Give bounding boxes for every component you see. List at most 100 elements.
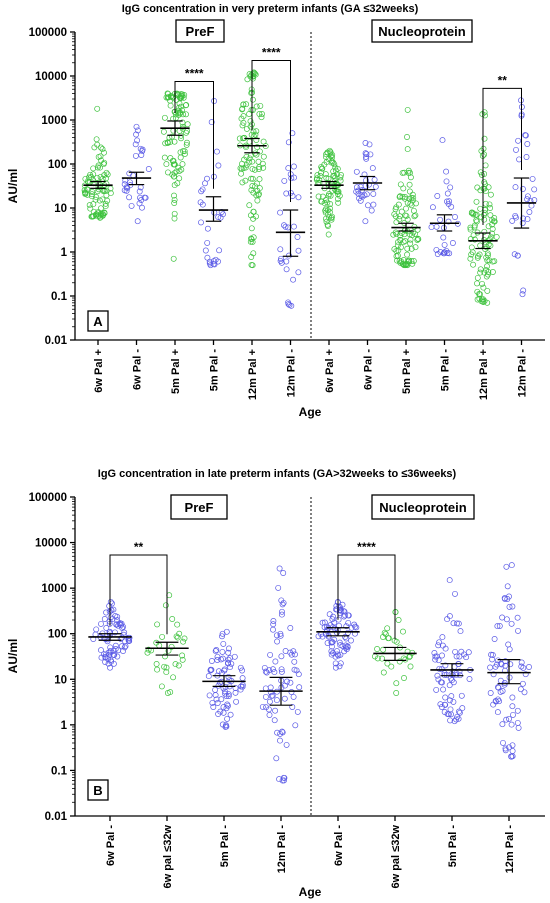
data-point [277,737,283,744]
data-point [256,148,263,155]
data-point [401,169,408,176]
data-point [439,634,446,641]
data-point [126,194,133,201]
panel-a-pref-box [175,19,225,43]
data-point [107,614,114,621]
data-point [103,625,110,631]
data-point [294,708,301,715]
data-point [221,666,228,673]
data-point [232,689,239,696]
data-point [250,250,257,257]
data-point [343,635,350,642]
data-point [266,712,273,718]
data-point [380,646,387,653]
data-point [102,203,109,210]
data-point [93,626,100,633]
data-point [239,675,246,682]
significance-bracket [251,60,291,203]
data-point [502,747,509,754]
data-point [335,199,342,206]
data-point [405,169,412,176]
data-point [291,658,298,665]
data-point [436,665,443,672]
data-point [219,633,225,640]
data-point [213,148,220,155]
data-point [526,664,532,670]
data-point [248,187,255,194]
data-point [295,247,302,254]
data-point [482,112,488,119]
data-point [410,229,417,236]
data-point [274,638,281,645]
panel-b-group-pref: PreF [185,500,214,515]
significance-label: ** [134,540,144,554]
data-point [415,235,421,242]
data-point [410,207,417,214]
data-point [167,689,174,696]
data-point [384,625,391,632]
data-point [319,619,326,626]
data-point [94,174,101,181]
data-point [153,661,160,667]
data-point [484,257,491,264]
data-point [503,716,510,723]
data-point [256,164,263,171]
data-point [410,194,417,201]
data-point [170,173,177,180]
data-point [407,200,414,207]
data-point [290,648,297,655]
data-point [337,660,344,667]
data-point [471,236,478,243]
data-point [509,742,516,749]
data-point [287,679,294,686]
data-point [411,213,418,220]
data-point [409,191,416,198]
data-point [400,628,406,635]
data-point [114,613,121,620]
data-point [505,641,512,648]
data-point [233,698,240,705]
data-point [337,651,344,658]
data-point [122,643,129,650]
data-point [145,166,152,172]
data-point [390,231,397,238]
data-point [225,673,232,680]
data-point [84,178,91,185]
data-point [277,257,284,264]
data-point [239,667,246,674]
data-point [524,196,531,203]
data-point [290,163,297,170]
data-point [262,693,269,700]
data-point [198,219,204,226]
data-point [107,644,114,651]
data-point [287,625,294,631]
data-point [439,679,445,686]
data-point [363,155,370,162]
data-point [210,258,217,265]
data-point [290,223,297,230]
data-point [272,707,279,714]
data-point [323,151,330,158]
data-point [288,175,295,182]
data-point [468,251,475,258]
data-point [171,200,178,206]
data-point [508,562,515,569]
data-point [101,209,108,216]
data-point [478,214,485,221]
data-point [322,171,329,178]
data-point [484,263,490,270]
data-point [502,745,509,752]
data-point [249,183,256,189]
y-tick-label: 10 [54,203,67,215]
data-point [500,739,506,746]
data-point [404,134,410,140]
data-point [180,111,187,118]
data-point [277,209,284,216]
data-point [227,655,233,662]
panel-b-pref-box [170,494,228,520]
data-point [104,171,111,178]
data-point [440,234,447,241]
data-point [211,98,218,104]
data-point [396,216,403,223]
data-point [487,191,494,198]
